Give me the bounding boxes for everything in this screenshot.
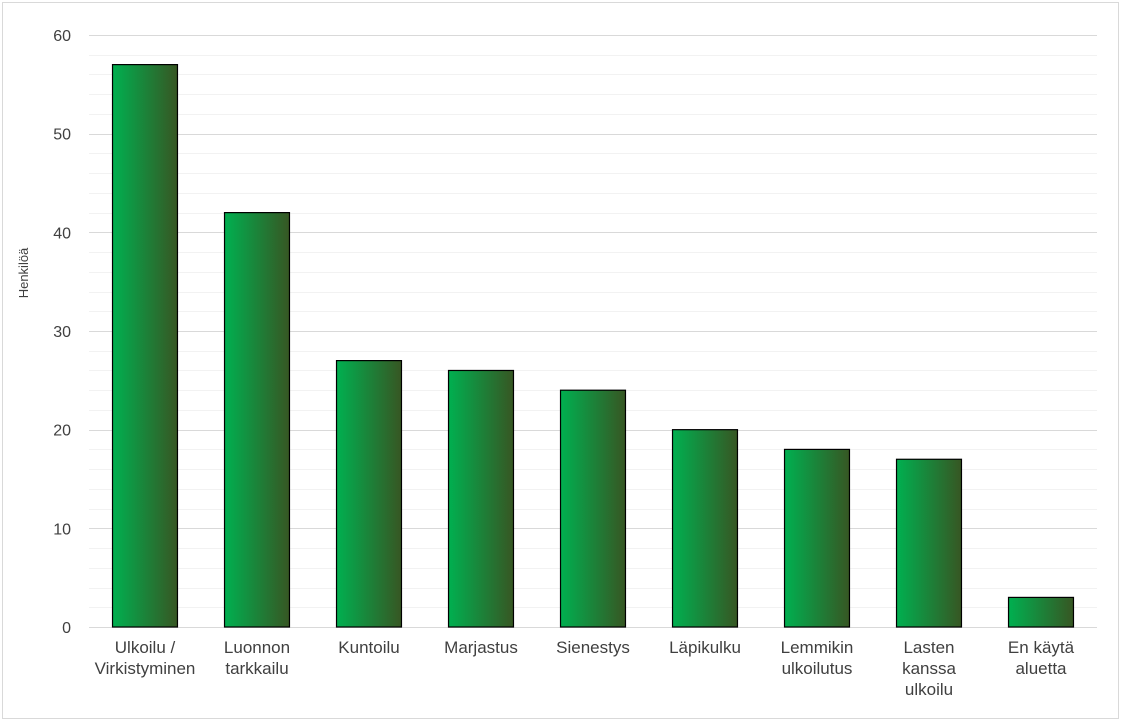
- x-category-label: Marjastus: [444, 638, 518, 657]
- x-category-label: Luonnon tarkkailu: [224, 638, 290, 678]
- bars: [111, 63, 1075, 628]
- bar: [783, 448, 851, 628]
- x-category-label: Ulkoilu / Virkistyminen: [95, 638, 196, 678]
- x-category-label: Sienestys: [556, 638, 630, 657]
- bar: [223, 212, 291, 628]
- y-tick-label: 30: [53, 324, 71, 341]
- y-tick-label: 0: [62, 620, 71, 637]
- x-category-label: Lemmikin ulkoilutus: [781, 638, 854, 678]
- bar: [111, 63, 179, 628]
- bar-chart: 0 10 20 30 40 50 60 Henkilöä Ulkoilu / Virkisty…: [16, 28, 1097, 699]
- y-tick-label: 60: [53, 28, 71, 45]
- x-axis-labels: Ulkoilu / Virkistyminen Luonnon tarkkailu Ku…: [95, 638, 1075, 699]
- y-tick-label: 40: [53, 225, 71, 242]
- bar: [895, 458, 963, 628]
- x-category-label: En käytä aluetta: [1008, 638, 1075, 678]
- x-category-label: Läpikulku: [669, 638, 741, 657]
- bar: [335, 360, 403, 628]
- y-axis-ticks: 0 10 20 30 40 50 60: [53, 28, 71, 637]
- bar: [559, 389, 627, 628]
- x-category-label: Kuntoilu: [338, 638, 399, 657]
- bar: [671, 429, 739, 628]
- bar: [447, 369, 515, 628]
- y-tick-label: 10: [53, 521, 71, 538]
- y-axis-label: Henkilöä: [16, 247, 31, 298]
- bar: [1007, 596, 1075, 628]
- x-category-label: Lasten kanssa ulkoilu: [902, 638, 956, 699]
- y-tick-label: 20: [53, 423, 71, 440]
- y-tick-label: 50: [53, 127, 71, 144]
